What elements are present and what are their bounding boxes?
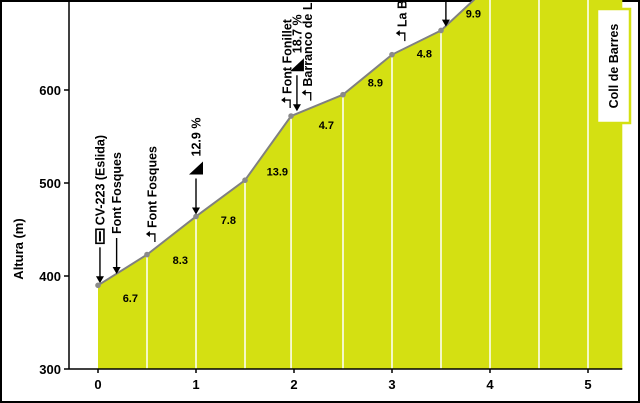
turn-icon [148,233,156,242]
y-tick-label: 500 [39,176,61,191]
gradient-label: 4.7 [319,120,334,132]
profile-point [438,27,444,34]
arrow-down-icon [292,104,301,112]
annotation-label: Barranco de Loret [301,0,315,87]
profile-point [389,51,395,58]
annotation-label: CV-223 (Eslida) [93,135,107,225]
gradient-label: 13.9 [267,167,288,179]
turn-icon [398,32,406,42]
arrow-down-icon [112,267,121,274]
x-tick-label: 1 [192,377,199,392]
profile-point [144,251,150,258]
turn-arrow-icon [301,89,306,96]
annotation-label: Font Fosques [110,152,124,234]
profile-point [95,282,101,289]
gradient-label: 8.3 [173,255,188,267]
gradient-label: 8.9 [368,77,383,89]
gradient-label: 9.9 [466,8,481,20]
arrow-down-icon [441,19,450,27]
annotation-label: 12.9 % [190,118,204,157]
profile-point [288,113,294,119]
turn-arrow-icon [145,230,150,237]
y-tick-label: 400 [39,269,61,284]
turn-icon [284,99,291,109]
x-tick-label: 5 [584,377,591,392]
slope-icon [289,58,304,72]
profile-point [193,213,199,220]
arrow-down-icon [192,207,200,215]
y-axis-label: Altura (m) [11,218,26,279]
turn-arrow-icon [281,97,286,104]
annotation-label: Font Fonillet [281,18,295,94]
chart-title: Coll de Barres [607,24,621,109]
x-tick-label: 0 [94,377,101,392]
annotation-label: La Batalla [395,0,409,27]
slope-icon [189,161,203,175]
profile-point [340,91,346,98]
y-tick-label: 300 [39,362,61,377]
y-tick-label: 700 [39,0,61,5]
y-tick-label: 600 [39,83,61,98]
annotation-label: 18.7 % [290,14,304,53]
gradient-label: 4.8 [417,48,432,60]
annotation-label: Font Fosques [145,146,159,228]
turn-arrow-icon [395,30,400,37]
turn-icon [304,91,312,101]
profile-line [97,0,476,287]
gradient-label: 6.7 [123,293,138,305]
gradient-label: 7.8 [221,215,236,227]
elevation-area [98,0,623,369]
profile-point [242,177,248,184]
x-tick-label: 4 [486,377,494,392]
x-tick-label: 3 [388,377,395,392]
arrow-down-icon [95,276,104,284]
x-tick-label: 2 [290,377,297,392]
title-box [595,7,632,125]
